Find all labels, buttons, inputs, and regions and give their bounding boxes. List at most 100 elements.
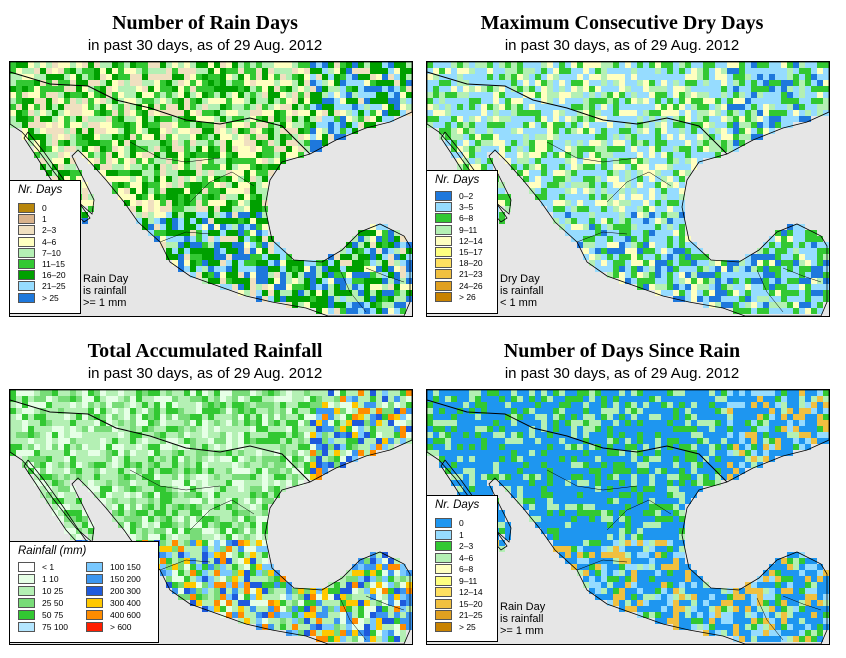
- map-cell: [310, 290, 316, 296]
- map-cell: [202, 558, 208, 564]
- legend-label: 6–8: [459, 213, 474, 224]
- map-cell: [523, 116, 529, 122]
- map-cell: [76, 390, 82, 396]
- map-cell: [136, 146, 142, 152]
- map-cell: [535, 116, 541, 122]
- map-cell: [46, 152, 52, 158]
- map-cell: [619, 176, 625, 182]
- map-cell: [376, 248, 382, 254]
- map-cell: [595, 152, 601, 158]
- map-cell: [124, 498, 130, 504]
- map-cell: [340, 414, 346, 420]
- map-cell: [601, 146, 607, 152]
- map-cell: [316, 116, 322, 122]
- map-cell: [793, 236, 799, 242]
- map-cell: [376, 266, 382, 272]
- map-cell: [238, 200, 244, 206]
- map-cell: [775, 308, 781, 314]
- map-cell: [328, 134, 334, 140]
- map-cell: [238, 152, 244, 158]
- map-cell: [160, 188, 166, 194]
- map-cell: [274, 396, 280, 402]
- map-cell: [250, 540, 256, 546]
- map-cell: [280, 450, 286, 456]
- map-cell: [202, 128, 208, 134]
- map-cell: [535, 74, 541, 80]
- map-cell: [280, 146, 286, 152]
- map-cell: [799, 230, 805, 236]
- map-cell: [394, 230, 400, 236]
- map-cell: [250, 164, 256, 170]
- map-cell: [607, 74, 613, 80]
- map-cell: [781, 98, 787, 104]
- map-cell: [316, 260, 322, 266]
- map-cell: [106, 462, 112, 468]
- map-cell: [178, 402, 184, 408]
- map-cell: [124, 432, 130, 438]
- map-cell: [823, 104, 829, 110]
- legend-swatch: [18, 225, 35, 236]
- map-cell: [148, 194, 154, 200]
- map-cell: [244, 402, 250, 408]
- map-cell: [232, 194, 238, 200]
- map-cell: [202, 534, 208, 540]
- map-cell: [793, 104, 799, 110]
- map-cell: [238, 62, 244, 68]
- map-cell: [250, 272, 256, 278]
- map-cell: [763, 80, 769, 86]
- map-cell: [649, 104, 655, 110]
- map-cell: [220, 408, 226, 414]
- map-cell: [172, 552, 178, 558]
- map-cell: [601, 248, 607, 254]
- state-boundary: [756, 269, 784, 313]
- map-cell: [46, 426, 52, 432]
- map-cell: [649, 134, 655, 140]
- map-cell: [178, 552, 184, 558]
- map-cell: [691, 128, 697, 134]
- map-cell: [340, 116, 346, 122]
- map-cell: [649, 206, 655, 212]
- map-cell: [178, 510, 184, 516]
- map-cell: [601, 170, 607, 176]
- map-cell: [214, 74, 220, 80]
- map-cell: [196, 242, 202, 248]
- map-cell: [793, 230, 799, 236]
- map-cell: [274, 272, 280, 278]
- map-cell: [238, 110, 244, 116]
- map-cell: [214, 474, 220, 480]
- map-cell: [505, 146, 511, 152]
- map-cell: [34, 80, 40, 86]
- map-cell: [148, 426, 154, 432]
- map-cell: [226, 230, 232, 236]
- map-cell: [16, 450, 22, 456]
- map-cell: [130, 420, 136, 426]
- map-cell: [268, 170, 274, 176]
- map-cell: [274, 468, 280, 474]
- map-cell: [388, 278, 394, 284]
- map-cell: [310, 68, 316, 74]
- map-cell: [256, 242, 262, 248]
- map-cell: [166, 402, 172, 408]
- map-cell: [208, 248, 214, 254]
- map-cell: [787, 98, 793, 104]
- map-cell: [136, 86, 142, 92]
- map-cell: [394, 62, 400, 68]
- map-cell: [220, 540, 226, 546]
- map-cell: [388, 444, 394, 450]
- map-cell: [52, 402, 58, 408]
- map-cell: [316, 80, 322, 86]
- map-cell: [571, 230, 577, 236]
- map-cell: [637, 278, 643, 284]
- map-cell: [136, 80, 142, 86]
- map-cell: [10, 104, 16, 110]
- map-cell: [160, 402, 166, 408]
- map-cell: [112, 122, 118, 128]
- map-cell: [160, 486, 166, 492]
- map-cell: [58, 474, 64, 480]
- map-cell: [250, 140, 256, 146]
- map-cell: [523, 86, 529, 92]
- map-cell: [376, 296, 382, 302]
- map-cell: [631, 98, 637, 104]
- map-cell: [667, 62, 673, 68]
- map-cell: [703, 152, 709, 158]
